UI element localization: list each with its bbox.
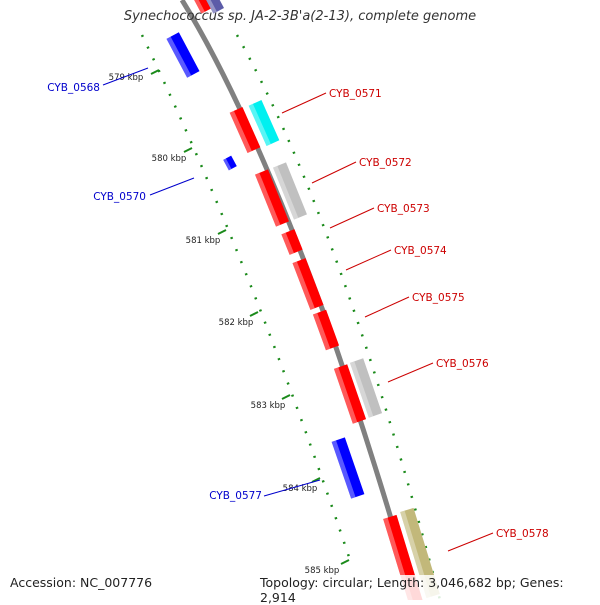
cds-block-shape bbox=[223, 155, 237, 171]
cds-block-shape bbox=[292, 258, 324, 310]
cog-block-shape bbox=[204, 0, 224, 14]
cds-block-shape bbox=[333, 364, 367, 424]
cds-block bbox=[255, 169, 289, 227]
cds-block bbox=[166, 32, 200, 78]
cog-block-shape bbox=[248, 100, 280, 146]
gene-leader-line bbox=[149, 177, 195, 196]
ruler-tick-label: 579 kbp bbox=[109, 73, 144, 83]
cds-block-shading bbox=[292, 261, 315, 310]
cog-block-shading bbox=[273, 165, 299, 220]
ruler-tick bbox=[340, 559, 350, 565]
cds-block-shading bbox=[331, 440, 356, 499]
cds-block bbox=[229, 107, 261, 153]
cds-block-shape bbox=[166, 32, 200, 78]
gene-label: CYB_0575 bbox=[412, 292, 465, 304]
cds-block bbox=[281, 229, 303, 255]
cds-block-shape bbox=[281, 229, 303, 255]
gene-label: CYB_0576 bbox=[436, 358, 489, 370]
ruler-tick-label: 583 kbp bbox=[251, 401, 286, 411]
cds-block bbox=[331, 437, 365, 499]
cds-block-shading bbox=[192, 0, 205, 14]
cog-block-shading bbox=[349, 361, 374, 418]
cds-block bbox=[312, 309, 340, 351]
gene-label: CYB_0574 bbox=[394, 245, 447, 257]
gene-label: CYB_0577 bbox=[209, 490, 262, 502]
gene-leader-line bbox=[281, 92, 327, 114]
cds-block-shape bbox=[192, 0, 212, 14]
cog-block bbox=[248, 100, 280, 146]
gene-leader-line bbox=[311, 161, 357, 184]
gene-label: CYB_0578 bbox=[496, 528, 549, 540]
ruler-tick bbox=[217, 229, 227, 235]
gene-leader-line bbox=[364, 296, 410, 318]
cog-block bbox=[204, 0, 224, 14]
gene-label: CYB_0572 bbox=[359, 157, 412, 169]
ruler-tick-label: 582 kbp bbox=[219, 318, 254, 328]
gene-leader-line bbox=[102, 67, 149, 86]
cds-block-shading bbox=[229, 110, 252, 153]
cds-block-shape bbox=[331, 437, 365, 499]
ruler-tick bbox=[249, 311, 259, 317]
ruler-tick-label: 584 kbp bbox=[283, 484, 318, 494]
cds-block-shape bbox=[229, 107, 261, 153]
cds-block-shading bbox=[166, 36, 192, 78]
gene-leader-line bbox=[329, 207, 375, 229]
gene-label: CYB_0570 bbox=[93, 191, 146, 203]
accession-text: Accession: NC_007776 bbox=[8, 575, 155, 590]
cds-block-shape bbox=[255, 169, 289, 227]
gene-label: CYB_0571 bbox=[329, 88, 382, 100]
cds-block-shading bbox=[312, 312, 331, 351]
cog-block-shading bbox=[248, 103, 271, 146]
map-title: Synechococcus sp. JA-2-3B'a(2-13), compl… bbox=[123, 9, 477, 24]
gene-leader-line bbox=[387, 362, 434, 383]
cds-block-shape bbox=[312, 309, 340, 351]
cds-block bbox=[223, 155, 237, 171]
cds-block-shading bbox=[255, 172, 281, 227]
cds-block-shading bbox=[223, 158, 232, 171]
gene-leader-line bbox=[263, 479, 321, 497]
genome-summary-text: Topology: circular; Length: 3,046,682 bp… bbox=[258, 575, 600, 605]
ruler-tick-label: 581 kbp bbox=[186, 236, 221, 246]
gene-leader-line bbox=[345, 249, 392, 271]
cog-block-shading bbox=[204, 0, 217, 14]
cog-block bbox=[349, 358, 383, 418]
ruler-tick-label: 585 kbp bbox=[305, 566, 340, 576]
cog-block-shape bbox=[273, 162, 307, 220]
ruler-tick bbox=[150, 69, 160, 75]
cds-block bbox=[192, 0, 212, 14]
cds-block-shading bbox=[281, 232, 294, 255]
cds-block bbox=[333, 364, 367, 424]
cds-block bbox=[292, 258, 324, 310]
ruler-tick bbox=[281, 394, 291, 400]
ruler-tick-label: 580 kbp bbox=[152, 154, 187, 164]
gene-label: CYB_0573 bbox=[377, 203, 430, 215]
gene-leader-line bbox=[447, 532, 494, 552]
cog-block bbox=[273, 162, 307, 220]
ruler-tick bbox=[183, 147, 193, 153]
feature-track bbox=[235, 34, 442, 600]
gene-label: CYB_0568 bbox=[47, 82, 100, 94]
cds-block-shading bbox=[333, 367, 358, 424]
ruler-tick bbox=[311, 477, 321, 483]
cog-block-shape bbox=[349, 358, 383, 418]
